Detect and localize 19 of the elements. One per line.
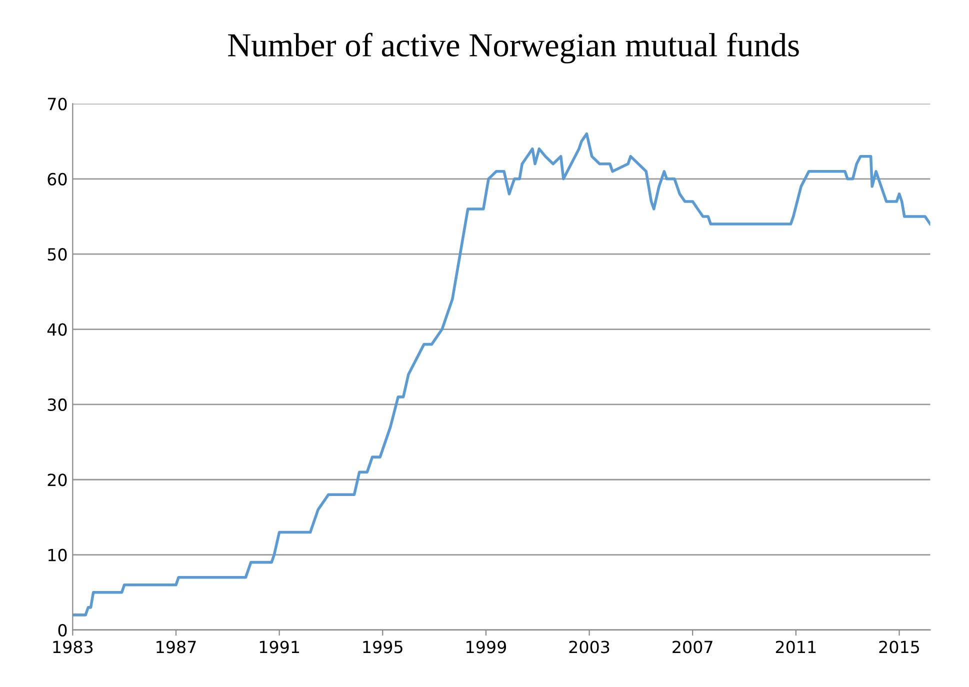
y-tick-label: 10 [48,548,67,562]
x-tick-label: 1999 [466,640,506,654]
x-tick-label: 1983 [53,640,93,654]
x-tick-label: 1987 [156,640,196,654]
line-series [72,132,930,616]
y-tick-label: 40 [47,323,67,336]
y-tick-label: 50 [48,248,67,261]
x-tick-label: 2011 [776,640,816,654]
x-tick-label: 2015 [879,640,919,654]
y-tick-label: 70 [48,98,67,110]
y-tick-label: 0 [58,624,67,637]
y-tick-label: 20 [48,474,67,486]
x-tick-label: 1991 [260,640,299,654]
y-tick-label: 30 [48,398,67,412]
chart-title: Number of active Norwegian mutual funds [228,32,799,64]
x-tick-label: 1995 [363,640,402,654]
y-tick-label: 60 [48,172,67,186]
x-tick-label: 2003 [569,640,610,654]
x-tick-label: 2007 [672,640,712,654]
